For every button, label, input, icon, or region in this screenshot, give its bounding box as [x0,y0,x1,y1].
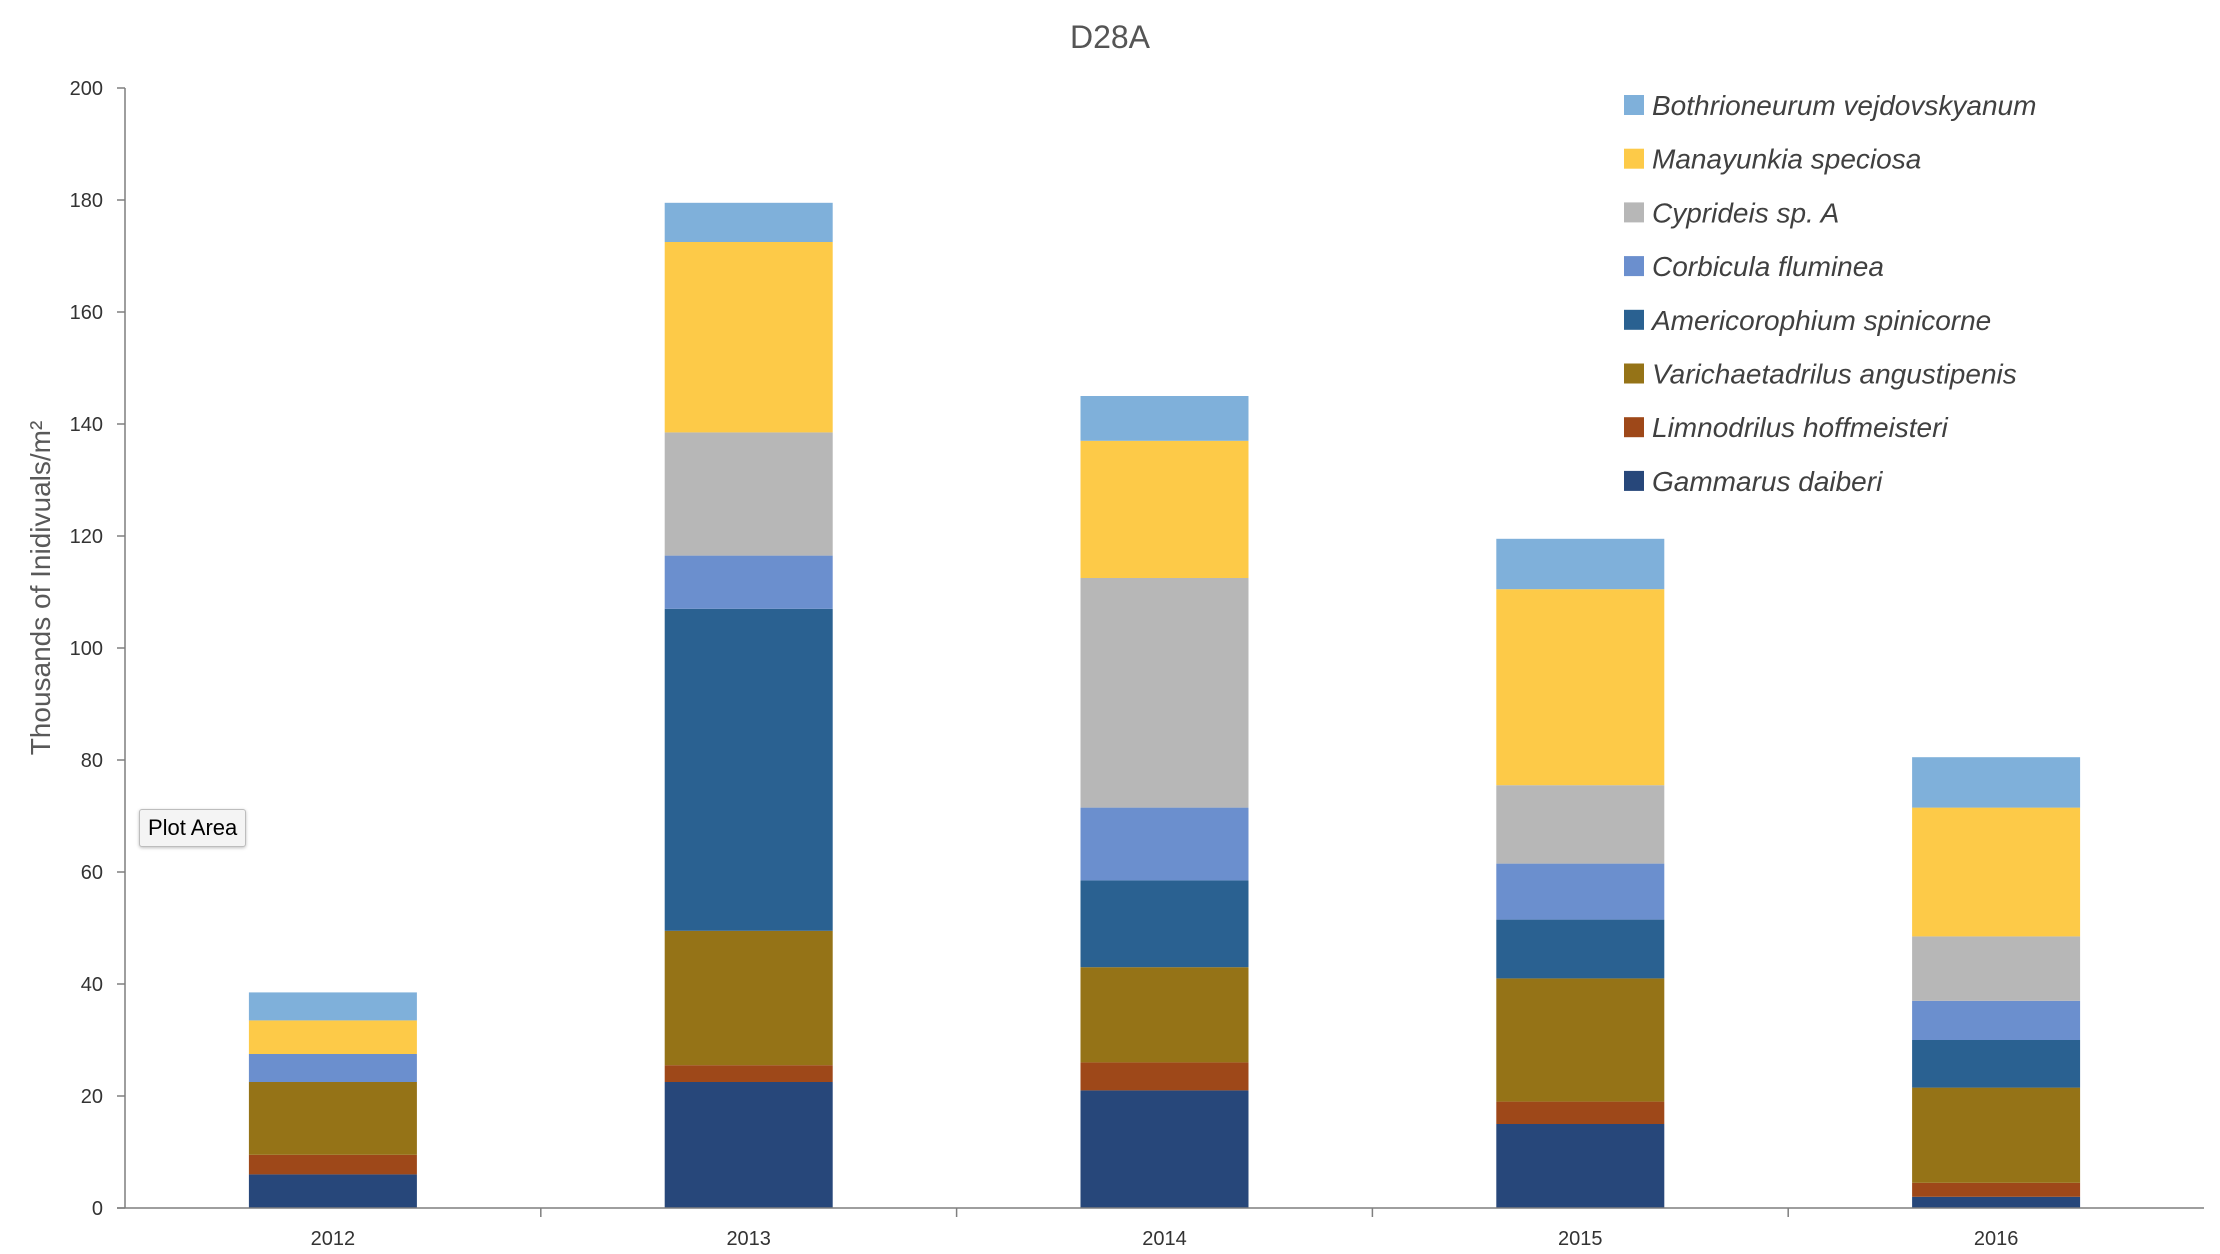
bar-segment-2013-8 [664,202,833,242]
bar-segment-2015-8 [1496,538,1665,590]
x-tick-label: 2012 [311,1228,356,1250]
bar-segment-2013-2 [664,1065,833,1082]
legend-swatch [1624,95,1644,115]
x-tick-label: 2013 [726,1228,771,1250]
legend-swatch [1624,202,1644,223]
legend-label: Corbicula fluminea [1652,251,1884,282]
y-axis-label: Thousands of Inidivuals/m² [25,421,56,756]
legend-label: Bothrioneurum vejdovskyanum [1652,90,2036,121]
bar-segment-2012-5 [248,1054,417,1082]
bar-segment-2016-2 [1912,1182,2081,1197]
bar-segment-2013-1 [664,1082,833,1208]
bar-segment-2016-8 [1912,757,2081,808]
y-tick-label: 20 [81,1086,103,1108]
bar-segment-2015-6 [1496,785,1665,864]
y-tick-label: 80 [81,750,103,772]
bar-segment-2015-4 [1496,919,1665,979]
bar-segment-2016-3 [1912,1087,2081,1183]
legend-label: Gammarus daiberi [1652,466,1883,497]
bar-segment-2012-7 [248,1020,417,1054]
y-tick-label: 60 [81,862,103,884]
bar-segment-2016-6 [1912,936,2081,1001]
plot-area-tooltip: Plot Area [139,809,247,847]
legend: Bothrioneurum vejdovskyanum Manayunkia sp… [1624,90,2036,497]
bar-segment-2014-5 [1080,807,1249,881]
bar-segment-2016-1 [1912,1196,2081,1208]
legend-swatch [1624,470,1644,491]
bar-segment-2013-4 [664,608,833,931]
bar-segment-2013-7 [664,242,833,433]
bar-segment-2016-5 [1912,1000,2081,1040]
legend-swatch [1624,148,1644,169]
bar-segment-2012-1 [248,1174,417,1208]
x-tick-label: 2016 [1974,1228,2019,1250]
bar-segment-2013-6 [664,432,833,556]
axes-group: 0 20 40 60 80 100 120 140 160 180 200 2012 2013 2014 2… [70,78,2204,1250]
bar-segment-2013-3 [664,930,833,1066]
bar-segment-2014-7 [1080,440,1249,578]
y-tick-label: 180 [70,190,103,212]
bar-segment-2012-8 [248,992,417,1021]
bar-segment-2015-2 [1496,1101,1665,1124]
y-tick-label: 40 [81,974,103,996]
y-tick-label: 160 [70,302,103,324]
legend-swatch [1624,256,1644,277]
bars-group [248,202,2081,1208]
bar-segment-2012-2 [248,1154,417,1175]
bar-segment-2012-3 [248,1082,417,1155]
legend-label: Manayunkia speciosa [1652,144,1921,175]
bar-segment-2016-4 [1912,1040,2081,1088]
legend-label: Americorophium spinicorne [1650,305,1991,336]
y-tick-label: 0 [92,1198,103,1220]
x-tick-label: 2015 [1558,1228,1603,1250]
bar-segment-2016-7 [1912,807,2081,937]
bar-segment-2015-1 [1496,1124,1665,1208]
bar-segment-2015-7 [1496,589,1665,786]
legend-label: Varichaetadrilus angustipenis [1652,359,2017,390]
legend-swatch [1624,363,1644,384]
bar-segment-2014-4 [1080,880,1249,968]
bar-segment-2015-5 [1496,863,1665,920]
chart-title: D28A [1070,19,1151,55]
bar-segment-2015-3 [1496,978,1665,1102]
y-tick-label: 200 [70,78,103,100]
bar-segment-2014-8 [1080,396,1249,441]
bar-segment-2014-1 [1080,1090,1249,1208]
y-tick-label: 140 [70,414,103,436]
legend-swatch [1624,309,1644,330]
y-tick-label: 100 [70,638,103,660]
x-tick-label: 2014 [1142,1228,1187,1250]
bar-segment-2013-5 [664,555,833,609]
legend-swatch [1624,417,1644,438]
legend-label: Limnodrilus hoffmeisteri [1652,412,1948,443]
bar-segment-2014-2 [1080,1062,1249,1091]
legend-label: Cyprideis sp. A [1652,197,1839,228]
bar-segment-2014-6 [1080,578,1249,808]
y-tick-label: 120 [70,526,103,548]
bar-segment-2014-3 [1080,967,1249,1063]
